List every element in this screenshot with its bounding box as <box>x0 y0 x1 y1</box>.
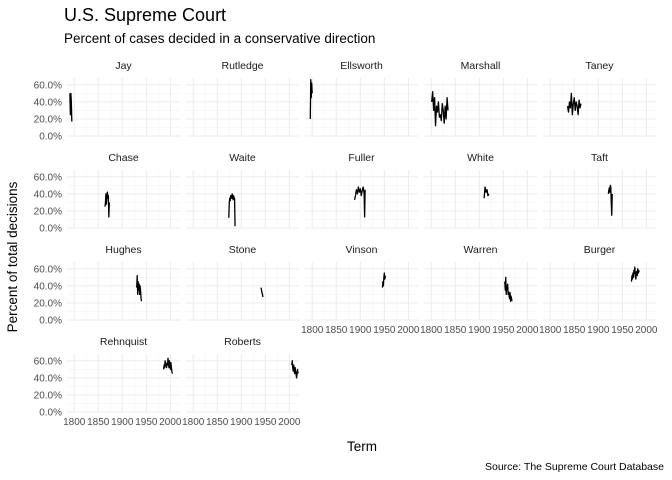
series-line-ellsworth <box>309 79 313 119</box>
x-tick-label: 2000 <box>397 325 420 336</box>
x-tick-label: 1950 <box>135 417 158 428</box>
x-tick-label: 1950 <box>254 417 277 428</box>
y-tick-label: 60.0% <box>34 264 62 275</box>
panel-strip-label: Taft <box>591 152 608 164</box>
y-tick-label: 60.0% <box>34 172 62 183</box>
series-line-taney <box>566 92 582 116</box>
panel-strip-label: Jay <box>115 60 132 72</box>
x-tick-label: 1850 <box>206 417 229 428</box>
series-line-vinson <box>381 272 386 288</box>
panel-stone: Stone <box>186 244 299 321</box>
panel-waite: Waite <box>186 152 299 229</box>
series-line-marshall <box>431 91 449 127</box>
y-tick-label: 0.0% <box>39 316 62 327</box>
panel-strip-label: White <box>467 152 494 164</box>
panel-strip-label: Hughes <box>105 244 141 256</box>
panel-warren: Warren 1800 1850 1900 1950 2000 <box>420 244 539 336</box>
panel-taney: Taney <box>543 60 656 137</box>
y-tick-label: 0.0% <box>39 408 62 419</box>
x-tick-label: 1800 <box>63 417 86 428</box>
panel-burger: Burger 1800 1850 1900 1950 2000 <box>539 244 658 336</box>
x-tick-label: 1900 <box>468 325 491 336</box>
panel-strip-label: Vinson <box>346 244 378 256</box>
panel-taft: Taft <box>543 152 656 229</box>
x-tick-label: 1900 <box>587 325 610 336</box>
x-tick-label: 2000 <box>516 325 539 336</box>
y-axis-title: Percent of total decisions <box>5 181 20 332</box>
series-line-roberts <box>291 360 299 379</box>
y-tick-label: 20.0% <box>34 114 62 125</box>
panel-white: White <box>424 152 537 229</box>
x-tick-label: 1800 <box>301 325 324 336</box>
series-line-taft <box>607 184 613 216</box>
facet-panels: Jay 0.0% 20.0% 40.0% 60.0% Rutledge Ellsworth M… <box>34 60 658 428</box>
panel-strip-label: Rutledge <box>221 60 263 72</box>
x-tick-label: 1850 <box>325 325 348 336</box>
x-tick-label: 1800 <box>420 325 443 336</box>
y-tick-label: 40.0% <box>34 97 62 108</box>
y-tick-label: 0.0% <box>39 132 62 143</box>
x-tick-label: 2000 <box>159 417 182 428</box>
panel-marshall: Marshall <box>424 60 537 137</box>
panel-jay: Jay 0.0% 20.0% 40.0% 60.0% <box>34 60 180 143</box>
x-axis-title: Term <box>347 439 377 454</box>
y-tick-label: 40.0% <box>34 281 62 292</box>
panel-fuller: Fuller <box>305 152 418 229</box>
series-line-burger <box>630 266 640 282</box>
panel-strip-label: Ellsworth <box>340 60 383 72</box>
panel-vinson: Vinson 1800 1850 1900 1950 2000 <box>301 244 420 336</box>
panel-strip-label: Warren <box>463 244 497 256</box>
panel-ellsworth: Ellsworth <box>305 60 418 137</box>
series-line-chase <box>104 191 110 218</box>
y-tick-label: 60.0% <box>34 80 62 91</box>
y-tick-label: 60.0% <box>34 356 62 367</box>
chart-title: U.S. Supreme Court <box>64 5 226 25</box>
panel-chase: Chase 0.0% 20.0% 40.0% 60.0% <box>34 152 180 235</box>
series-line-stone <box>260 287 264 298</box>
panel-hughes: Hughes 0.0% 20.0% 40.0% 60.0% <box>34 244 180 327</box>
series-line-jay <box>69 92 73 122</box>
panel-strip-label: Burger <box>584 244 616 256</box>
panel-strip-label: Taney <box>585 60 614 72</box>
x-tick-label: 1850 <box>563 325 586 336</box>
series-line-white <box>483 186 490 199</box>
x-tick-label: 1900 <box>111 417 134 428</box>
x-tick-label: 1950 <box>373 325 396 336</box>
series-line-warren <box>504 276 513 302</box>
y-tick-label: 40.0% <box>34 373 62 384</box>
y-tick-label: 20.0% <box>34 390 62 401</box>
series-line-rehnquist <box>163 357 173 374</box>
series-line-waite <box>228 193 236 227</box>
y-tick-label: 20.0% <box>34 206 62 217</box>
panel-strip-label: Rehnquist <box>100 336 147 348</box>
x-tick-label: 1850 <box>444 325 467 336</box>
panel-rehnquist: Rehnquist 0.0% 20.0% 40.0% 60.0% 1800 1850 1900… <box>34 336 182 428</box>
x-tick-label: 1950 <box>611 325 634 336</box>
panel-strip-label: Chase <box>108 152 139 164</box>
x-tick-label: 1950 <box>492 325 515 336</box>
x-tick-label: 1800 <box>539 325 562 336</box>
y-tick-label: 40.0% <box>34 189 62 200</box>
y-tick-label: 0.0% <box>39 224 62 235</box>
panel-strip-label: Waite <box>229 152 256 164</box>
panel-rutledge: Rutledge <box>186 60 299 137</box>
x-tick-label: 2000 <box>635 325 658 336</box>
panel-strip-label: Roberts <box>224 336 261 348</box>
x-tick-label: 1850 <box>87 417 110 428</box>
panel-strip-label: Stone <box>229 244 257 256</box>
y-tick-label: 20.0% <box>34 298 62 309</box>
x-tick-label: 1900 <box>230 417 253 428</box>
caption: Source: The Supreme Court Database <box>485 461 664 473</box>
panel-roberts: Roberts 1800 1850 1900 1950 2000 <box>182 336 301 428</box>
x-tick-label: 1900 <box>349 325 372 336</box>
series-line-hughes <box>136 275 143 302</box>
chart-subtitle: Percent of cases decided in a conservati… <box>64 31 375 46</box>
series-line-fuller <box>353 186 366 218</box>
x-tick-label: 1800 <box>182 417 205 428</box>
x-tick-label: 2000 <box>278 417 301 428</box>
panel-strip-label: Marshall <box>461 60 501 72</box>
panel-strip-label: Fuller <box>348 152 375 164</box>
